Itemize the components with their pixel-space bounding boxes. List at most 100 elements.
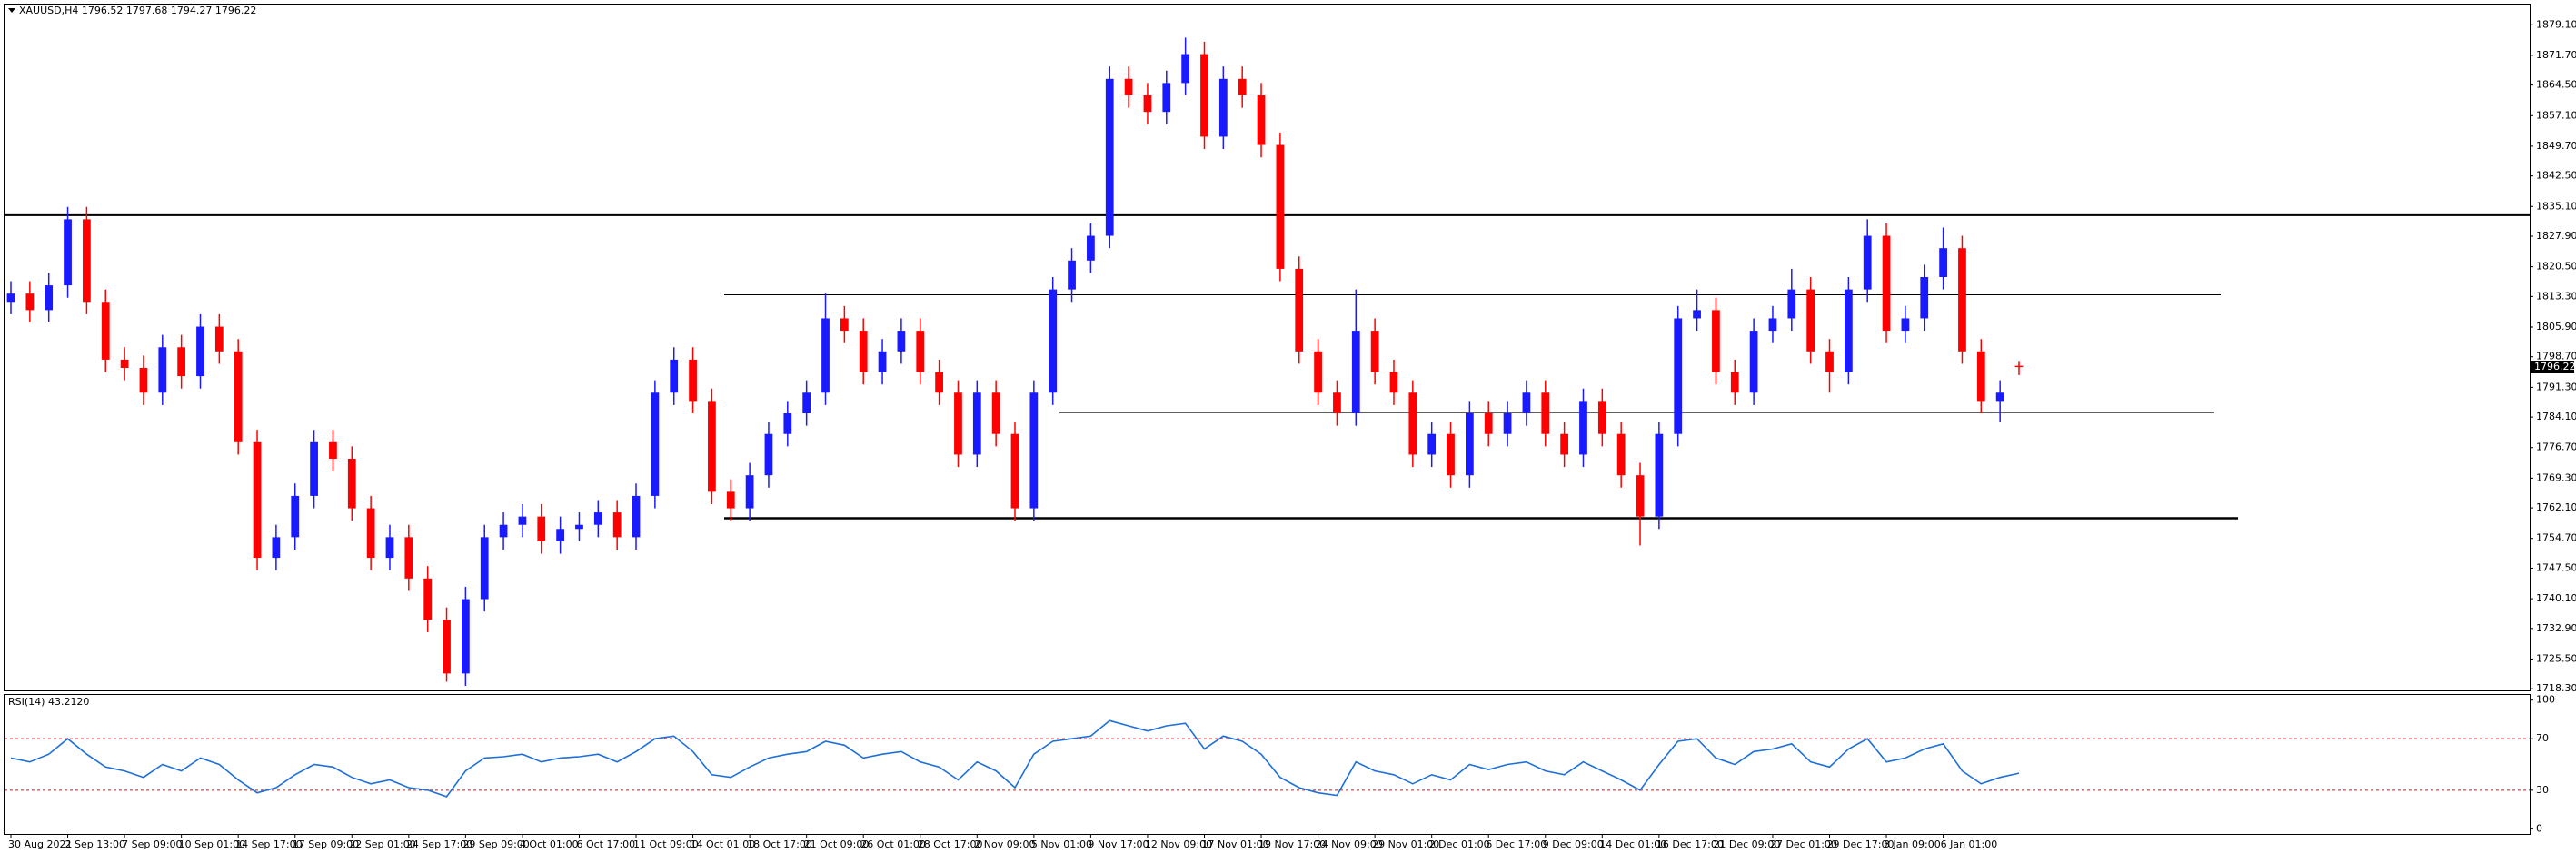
x-tick-label: 2 Dec 01:00: [1429, 838, 1490, 850]
candle-body: [329, 441, 337, 459]
candle-body: [1693, 310, 1701, 319]
candle-body: [83, 219, 91, 303]
candle-body: [689, 359, 697, 402]
candle-body: [1712, 310, 1720, 372]
candle-body: [745, 475, 754, 509]
candle-body: [385, 537, 394, 559]
candle-body: [1901, 318, 1910, 332]
price-tag: [2531, 361, 2574, 373]
candle-body: [1863, 235, 1872, 290]
candle-body: [461, 599, 470, 674]
y-tick-label: 1732.90: [2536, 622, 2576, 634]
candle-body: [1674, 318, 1683, 434]
candle-body: [821, 318, 830, 393]
x-tick-label: 17 Nov 01:00: [1201, 838, 1268, 850]
candle-body: [1333, 392, 1341, 413]
x-tick-label: 3 Jan 09:00: [1884, 838, 1941, 850]
candle-body: [291, 495, 300, 538]
x-tick-label: 5 Nov 01:00: [1031, 838, 1092, 850]
candle-body: [1408, 392, 1417, 455]
candle-body: [1162, 83, 1171, 113]
candle-body: [443, 620, 451, 674]
candle-body: [991, 392, 1000, 434]
candle-body: [1370, 331, 1379, 372]
y-tick-label: 1864.50: [2536, 79, 2576, 91]
candle-body: [499, 524, 508, 538]
candle-body: [802, 392, 811, 413]
x-tick-label: 12 Nov 09:00: [1145, 838, 1212, 850]
y-tick-label: 1776.70: [2536, 441, 2576, 453]
y-tick-label: 1820.50: [2536, 261, 2576, 273]
x-tick-label: 22 Sep 01:00: [349, 838, 415, 850]
candle-body: [158, 347, 167, 393]
candle-body: [651, 392, 660, 496]
candle-body: [1029, 392, 1039, 509]
candle-body: [1105, 78, 1114, 236]
candle-body: [632, 495, 641, 538]
candle-body: [726, 491, 735, 509]
candle-body: [1730, 372, 1739, 393]
candle-body: [404, 537, 413, 579]
candle-body: [1295, 268, 1304, 352]
candle-body: [1200, 54, 1208, 137]
candle-body: [45, 285, 54, 311]
candle-body: [1825, 351, 1834, 372]
candle-body: [234, 351, 243, 442]
y-tick-label: 1754.70: [2536, 532, 2576, 544]
x-tick-label: 14 Dec 01:00: [1599, 838, 1666, 850]
candle-body: [1844, 289, 1853, 372]
y-tick-label: 1740.10: [2536, 592, 2576, 604]
y-tick-label: 1798.70: [2536, 351, 2576, 362]
x-tick-label: 10 Sep 01:00: [179, 838, 245, 850]
candle-body: [1749, 331, 1758, 393]
rsi-y-tick-label: 100: [2536, 694, 2555, 706]
candle-body: [1087, 235, 1095, 261]
candle-body: [1503, 413, 1512, 434]
candle-body: [177, 347, 186, 377]
candle-body: [878, 351, 887, 372]
candle-body: [1465, 413, 1474, 476]
candle-body: [1541, 392, 1550, 434]
price-tag-label: 1796.22: [2534, 361, 2576, 372]
candle-body: [1768, 318, 1777, 332]
rsi-line: [10, 719, 2020, 798]
candle-body: [916, 331, 925, 372]
x-tick-label: 6 Oct 17:00: [576, 838, 635, 850]
candle-body: [518, 516, 527, 525]
candle-body: [1787, 289, 1796, 319]
y-tick-label: 1849.70: [2536, 140, 2576, 152]
candle-body: [537, 516, 546, 541]
candle-body: [954, 392, 962, 455]
candle-body: [423, 578, 433, 620]
candle-body: [1427, 433, 1437, 455]
candle-body: [1560, 433, 1569, 455]
candle-body: [972, 392, 981, 455]
candle-body: [897, 331, 906, 352]
main-panel-frame: [4, 4, 2531, 691]
y-tick-label: 1769.30: [2536, 471, 2576, 483]
candle-body: [612, 512, 622, 538]
x-tick-label: 24 Nov 09:00: [1316, 838, 1383, 850]
x-tick-label: 4 Oct 01:00: [520, 838, 579, 850]
x-tick-label: 9 Dec 09:00: [1543, 838, 1604, 850]
candle-body: [575, 524, 583, 530]
x-tick-label: 29 Nov 01:00: [1372, 838, 1439, 850]
candle-body: [783, 413, 792, 434]
rsi-title: RSI(14) 43.2120: [8, 696, 89, 708]
candle-body: [139, 368, 148, 393]
y-tick-label: 1725.50: [2536, 652, 2576, 664]
x-tick-label: 19 Nov 17:00: [1258, 838, 1326, 850]
y-tick-label: 1762.10: [2536, 501, 2576, 513]
candle-body: [556, 529, 565, 541]
candle-body: [64, 219, 72, 286]
candle-body: [1806, 289, 1815, 352]
candle-body: [1995, 392, 2004, 402]
candle-body: [1939, 248, 1947, 277]
candle-body: [214, 326, 224, 352]
candle-body: [1276, 144, 1285, 269]
candle-body: [480, 537, 489, 600]
rsi-y-tick-label: 70: [2536, 732, 2549, 744]
candle-body: [1218, 78, 1228, 137]
